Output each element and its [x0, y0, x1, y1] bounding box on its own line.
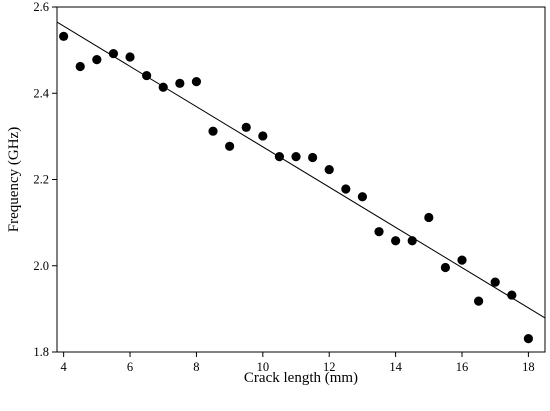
x-tick-label: 8 [193, 360, 199, 374]
y-tick-label: 2.6 [33, 0, 49, 14]
data-point [523, 334, 534, 344]
data-point [374, 227, 384, 237]
x-axis-ticks: 4 6 8 10 12 14 16 18 [61, 352, 535, 374]
data-point [92, 55, 102, 65]
data-point [457, 255, 467, 265]
fit-line [56, 21, 546, 319]
data-point [125, 52, 135, 62]
fit-line-group [56, 21, 546, 319]
y-tick-label: 2.2 [33, 173, 49, 187]
data-point [59, 31, 69, 41]
x-tick-label: 16 [456, 360, 469, 374]
data-point [142, 70, 152, 81]
data-points [59, 31, 534, 344]
y-tick-label: 1.8 [33, 345, 49, 359]
data-point [191, 77, 202, 87]
data-point [274, 152, 285, 162]
x-tick-label: 18 [522, 360, 535, 374]
data-point [357, 192, 368, 202]
x-tick-label: 12 [323, 360, 336, 374]
data-point [208, 126, 218, 136]
data-point [474, 296, 484, 306]
x-tick-label: 14 [389, 360, 402, 374]
data-point [241, 122, 251, 132]
data-point [391, 236, 401, 246]
x-tick-label: 4 [61, 360, 68, 374]
data-point [424, 212, 434, 223]
y-tick-label: 2.4 [33, 86, 49, 100]
y-tick-label: 2.0 [33, 259, 49, 273]
data-point [108, 48, 119, 59]
data-point [407, 236, 417, 246]
y-axis-title: Frequency (GHz) [6, 127, 22, 232]
x-axis-title: Crack length (mm) [244, 370, 358, 386]
data-point [258, 131, 268, 141]
data-point [341, 184, 351, 194]
data-point [225, 141, 235, 151]
data-point [175, 78, 185, 88]
data-point [308, 152, 318, 163]
data-point [291, 152, 301, 162]
y-axis-ticks: 1.8 2.0 2.2 2.4 2.6 [33, 0, 57, 359]
data-point [507, 290, 517, 300]
data-point [440, 262, 451, 273]
data-point [490, 277, 500, 287]
data-point [75, 61, 85, 72]
x-tick-label: 10 [257, 360, 270, 374]
data-point [324, 164, 334, 175]
x-tick-label: 6 [127, 360, 133, 374]
data-point [158, 82, 168, 92]
